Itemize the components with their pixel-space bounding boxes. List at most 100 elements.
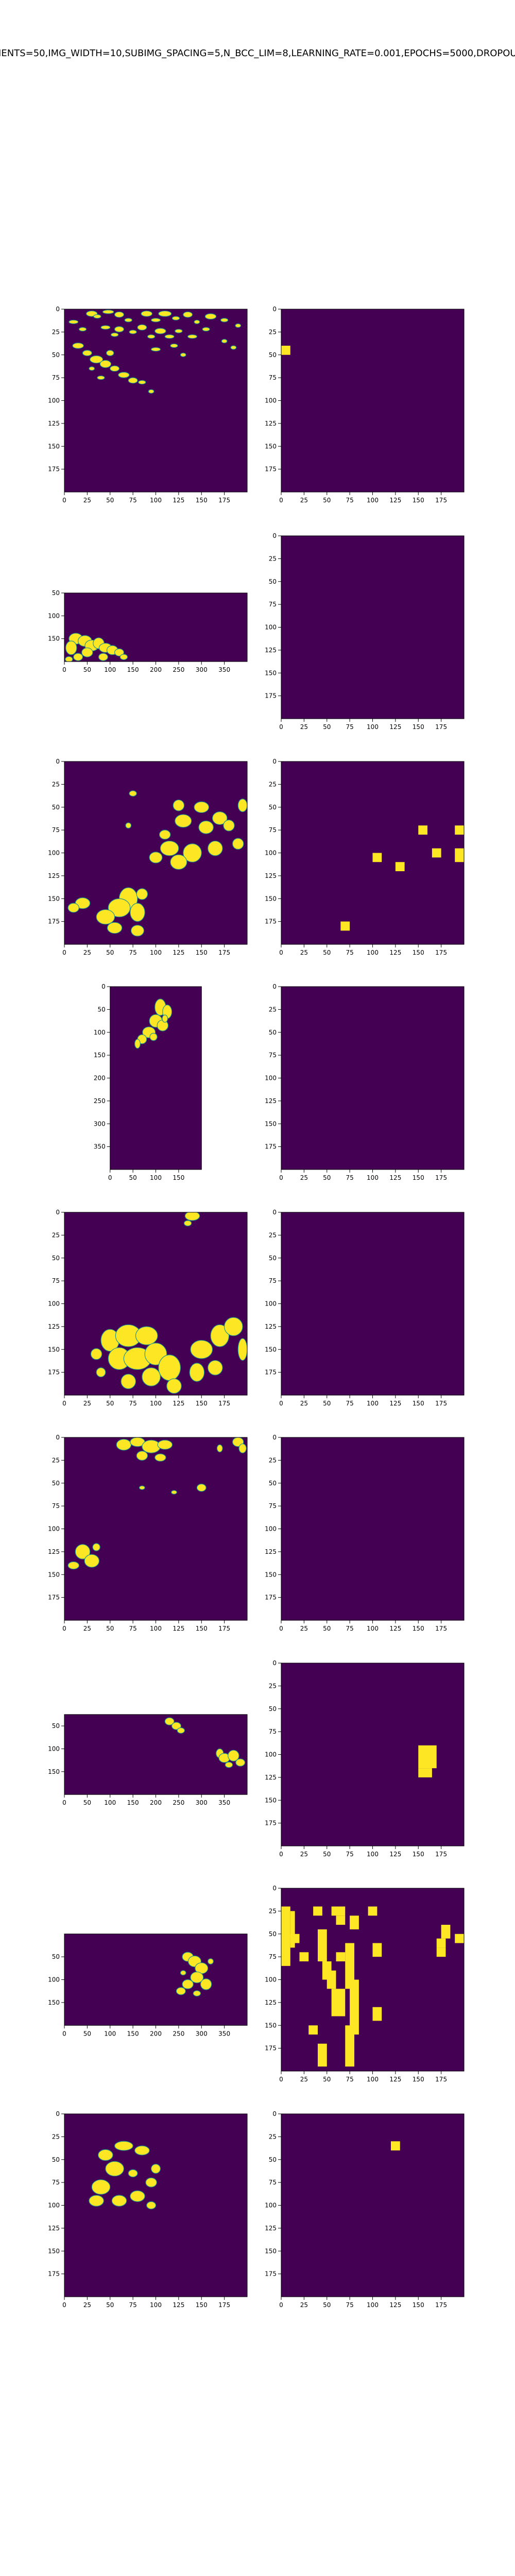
y-tick-label: 125 [48,420,60,427]
y-tick-label: 150 [265,669,277,676]
panel-5-right: 0 25 50 75 100 125 150 175 0 25 50 75 100 125 150 175 [265,1209,465,1407]
heatmap-region [141,310,153,317]
y-tick-label: 175 [265,1820,277,1827]
heatmap-region [91,2179,111,2195]
y-tick-label: 50 [52,1953,60,1960]
panel-7-left: 0 50 100 150 200 250 300 350 50 100 150 [48,1714,248,1806]
panel-3-right: 0 25 50 75 100 125 150 175 0 25 50 75 100 125 150 175 [265,758,465,956]
heatmap-region [175,329,183,333]
x-tick-label: 200 [150,2030,162,2037]
x-tick-label: 150 [413,949,424,956]
x-tick-label: 175 [435,1400,447,1407]
heatmap-region [96,909,115,925]
panel-4-left: 0 50 100 150 0 50 100 150 200 250 300 350 [94,983,202,1181]
heatmap-region [220,318,229,323]
y-tick-label: 125 [265,1548,277,1555]
heatmap-region [183,311,193,318]
y-tick-label: 150 [265,1571,277,1578]
x-tick-label: 100 [367,1174,379,1181]
y-tick-label: 175 [48,1369,60,1376]
x-tick-label: 200 [150,1799,162,1806]
heatmap-region [139,1485,145,1490]
y-tick-label: 0 [272,306,277,313]
y-tick-label: 150 [265,1120,277,1127]
heatmap-region [151,318,161,323]
heatmap-region [100,325,111,330]
heatmap-content [164,1717,246,1768]
x-tick-label: 150 [413,1851,424,1858]
y-tick-label: 0 [272,1885,277,1892]
x-tick-label: 125 [173,1625,184,1632]
heatmap-region [151,347,161,352]
heatmap-cell [299,1952,309,1961]
x-tick-label: 50 [323,723,331,731]
heatmap-region [194,801,210,813]
heatmap-region [84,1554,100,1568]
x-tick-label: 100 [150,1625,162,1632]
x-tick-label: 300 [196,666,208,673]
heatmap-cell [336,1952,346,1961]
x-tick-label: 0 [279,497,283,504]
heatmap-region [97,375,105,380]
y-tick-label: 75 [52,1502,60,1510]
heatmap-region [114,648,124,657]
figure-title: PONENTS=50,IMG_WIDTH=10,SUBIMG_SPACING=5… [0,48,515,58]
heatmap-content [418,1745,437,1777]
heatmap-cell [418,825,427,835]
heatmap-region [232,838,244,850]
heatmap-region [208,1958,214,1964]
heatmap-cell [318,2043,327,2067]
heatmap-region [171,1722,181,1730]
heatmap-region [96,1367,106,1378]
x-tick-label: 150 [196,497,208,504]
y-tick-label: 0 [56,1434,60,1441]
y-tick-label: 125 [48,1548,60,1555]
y-tick-label: 100 [48,850,60,857]
panel-6-right: 0 25 50 75 100 125 150 175 0 25 50 75 100 125 150 175 [265,1434,465,1632]
x-tick-label: 350 [218,1799,230,1806]
y-tick-label: 100 [48,612,60,619]
x-tick-label: 125 [173,1400,184,1407]
heatmap-region [73,653,83,661]
y-tick-label: 0 [272,758,277,765]
heatmap-region [65,656,73,662]
heatmap-region [193,1990,201,1997]
panel-1-left: 0 25 50 75 100 125 150 175 0 25 50 75 100 125 150 175 [48,306,248,504]
x-tick-label: 300 [196,2030,208,2037]
x-tick-label: 175 [435,1625,447,1632]
y-tick-label: 75 [269,1728,277,1735]
y-tick-label: 50 [52,2156,60,2163]
heatmap-region [75,1544,91,1560]
heatmap-region [114,2141,133,2151]
y-tick-label: 100 [48,1745,60,1752]
x-tick-label: 0 [279,1174,283,1181]
x-tick-label: 0 [279,1625,283,1632]
x-tick-label: 75 [346,2076,353,2083]
x-tick-label: 50 [323,2301,331,2309]
heatmap-region [65,640,77,655]
x-tick-label: 175 [435,497,447,504]
heatmap-content [134,998,173,1049]
heatmap-region [164,1717,175,1725]
heatmap-region [223,819,235,832]
heatmap-region [82,350,92,357]
heatmap-region [216,1444,223,1452]
y-tick-label: 75 [269,1277,277,1284]
y-tick-label: 150 [94,1052,106,1059]
y-tick-label: 150 [48,443,60,450]
y-tick-label: 175 [265,1143,277,1150]
x-tick-label: 50 [83,2030,91,2037]
y-tick-label: 25 [269,1231,277,1239]
y-tick-label: 175 [265,466,277,473]
x-tick-label: 0 [279,2301,283,2309]
heatmap-cell [432,848,441,858]
x-tick-label: 100 [367,2301,379,2309]
y-tick-label: 50 [52,351,60,359]
y-tick-label: 125 [265,2225,277,2232]
y-tick-label: 50 [269,351,277,359]
x-tick-label: 100 [367,1400,379,1407]
heatmap-region [190,1971,204,1984]
x-tick-label: 50 [323,1625,331,1632]
heatmap-region [200,1978,212,1990]
